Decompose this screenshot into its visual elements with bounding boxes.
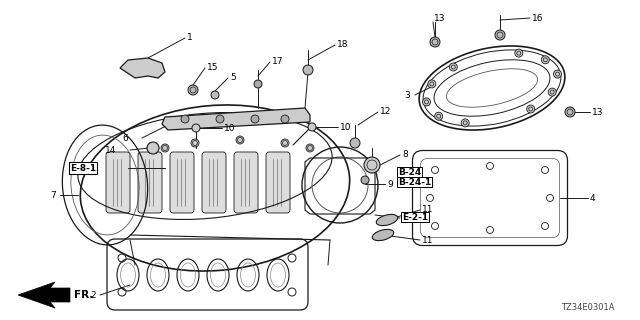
Text: 9: 9 <box>387 180 393 188</box>
Polygon shape <box>162 108 310 130</box>
Circle shape <box>449 63 458 71</box>
Text: 6: 6 <box>122 133 128 142</box>
Circle shape <box>515 49 523 57</box>
Ellipse shape <box>372 229 394 241</box>
Text: 14: 14 <box>104 146 116 155</box>
Circle shape <box>191 139 199 147</box>
Circle shape <box>308 123 316 131</box>
Text: 10: 10 <box>224 124 236 132</box>
FancyBboxPatch shape <box>202 152 226 213</box>
Text: TZ34E0301A: TZ34E0301A <box>561 303 615 312</box>
Circle shape <box>192 124 200 132</box>
Text: B-24: B-24 <box>398 167 421 177</box>
Text: B-24-1: B-24-1 <box>398 178 431 187</box>
Text: E-2-1: E-2-1 <box>402 212 428 221</box>
Circle shape <box>306 144 314 152</box>
Text: 12: 12 <box>380 107 392 116</box>
Text: 7: 7 <box>51 190 56 199</box>
Text: 13: 13 <box>434 13 445 22</box>
Circle shape <box>211 91 219 99</box>
Ellipse shape <box>376 214 397 226</box>
Circle shape <box>236 136 244 144</box>
Text: 13: 13 <box>592 108 604 116</box>
Circle shape <box>565 107 575 117</box>
Circle shape <box>461 119 469 127</box>
FancyBboxPatch shape <box>234 152 258 213</box>
Text: 15: 15 <box>207 62 218 71</box>
Text: 3: 3 <box>404 91 410 100</box>
Text: E-8-1: E-8-1 <box>70 164 96 172</box>
Text: 2: 2 <box>90 291 96 300</box>
Circle shape <box>428 80 436 88</box>
Circle shape <box>554 70 561 78</box>
Circle shape <box>350 138 360 148</box>
Circle shape <box>361 176 369 184</box>
Circle shape <box>188 85 198 95</box>
Text: 11: 11 <box>422 204 433 213</box>
Circle shape <box>495 30 505 40</box>
Circle shape <box>435 112 443 120</box>
Circle shape <box>527 105 534 113</box>
FancyBboxPatch shape <box>170 152 194 213</box>
Circle shape <box>281 115 289 123</box>
Circle shape <box>161 144 169 152</box>
Text: 10: 10 <box>340 123 351 132</box>
Text: 1: 1 <box>187 33 193 42</box>
Text: 4: 4 <box>590 194 596 203</box>
Circle shape <box>181 115 189 123</box>
Text: 17: 17 <box>272 57 284 66</box>
Circle shape <box>430 37 440 47</box>
Text: 16: 16 <box>532 13 543 22</box>
FancyBboxPatch shape <box>138 152 162 213</box>
FancyBboxPatch shape <box>266 152 290 213</box>
Text: 5: 5 <box>230 73 236 82</box>
Text: 8: 8 <box>402 149 408 158</box>
Circle shape <box>147 142 159 154</box>
Polygon shape <box>18 282 70 308</box>
Circle shape <box>216 115 224 123</box>
Circle shape <box>254 80 262 88</box>
Circle shape <box>303 65 313 75</box>
Text: 18: 18 <box>337 39 349 49</box>
Polygon shape <box>120 58 165 78</box>
Text: FR.: FR. <box>74 290 93 300</box>
Circle shape <box>364 157 380 173</box>
Circle shape <box>281 139 289 147</box>
Circle shape <box>251 115 259 123</box>
Text: 11: 11 <box>422 236 433 244</box>
Circle shape <box>541 56 549 64</box>
Circle shape <box>422 98 431 106</box>
Circle shape <box>548 88 556 96</box>
FancyBboxPatch shape <box>106 152 130 213</box>
